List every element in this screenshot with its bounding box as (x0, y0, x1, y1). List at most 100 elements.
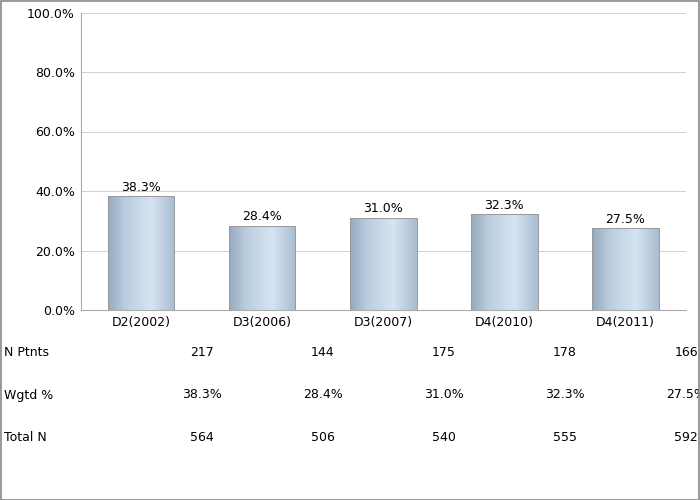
Bar (238, 226, 239, 310)
Bar (504, 214, 505, 310)
Bar (483, 214, 484, 310)
Text: 38.3%: 38.3% (182, 388, 221, 402)
Bar (478, 214, 479, 310)
Bar (486, 214, 487, 310)
Bar (625, 228, 626, 310)
Text: 28.4%: 28.4% (303, 388, 342, 402)
Bar (262, 226, 263, 310)
Bar (614, 228, 615, 310)
Bar (602, 228, 603, 310)
Bar (413, 218, 414, 310)
Bar (293, 226, 294, 310)
Bar (390, 218, 391, 310)
Bar (601, 228, 603, 310)
Bar (413, 218, 414, 310)
Bar (253, 226, 254, 310)
Bar (142, 196, 143, 310)
Bar (160, 196, 161, 310)
Bar (623, 228, 624, 310)
Bar (236, 226, 237, 310)
Bar (165, 196, 167, 310)
Bar (140, 196, 141, 310)
Bar (155, 196, 156, 310)
Bar (264, 226, 265, 310)
Bar (123, 196, 124, 310)
Bar (157, 196, 158, 310)
Bar (617, 228, 618, 310)
Bar (263, 226, 264, 310)
Text: 217: 217 (190, 346, 214, 359)
Bar (615, 228, 616, 310)
Bar (633, 228, 634, 310)
Bar (535, 214, 536, 310)
Bar (404, 218, 405, 310)
Bar (234, 226, 235, 310)
Bar (159, 196, 160, 310)
Bar (259, 226, 260, 310)
Bar (233, 226, 234, 310)
Bar (496, 214, 497, 310)
Bar (291, 226, 292, 310)
Bar (136, 196, 137, 310)
Bar (284, 226, 285, 310)
Bar (131, 196, 132, 310)
Bar (592, 228, 659, 310)
Bar (613, 228, 614, 310)
Bar (649, 228, 650, 310)
Bar (152, 196, 153, 310)
Bar (603, 228, 604, 310)
Bar (248, 226, 250, 310)
Bar (646, 228, 647, 310)
Bar (256, 226, 257, 310)
Bar (491, 214, 492, 310)
Bar (361, 218, 362, 310)
Bar (526, 214, 527, 310)
Bar (387, 218, 388, 310)
Bar (610, 228, 611, 310)
Bar (635, 228, 636, 310)
Bar (279, 226, 280, 310)
Bar (351, 218, 352, 310)
Bar (533, 214, 534, 310)
Bar (162, 196, 163, 310)
Bar (392, 218, 393, 310)
Bar (356, 218, 358, 310)
Bar (162, 196, 164, 310)
Bar (400, 218, 401, 310)
Bar (270, 226, 271, 310)
Bar (117, 196, 118, 310)
Bar (373, 218, 374, 310)
Bar (534, 214, 535, 310)
Bar (484, 214, 485, 310)
Bar (141, 196, 142, 310)
Bar (138, 196, 139, 310)
Bar (509, 214, 510, 310)
Bar (115, 196, 116, 310)
Bar (167, 196, 168, 310)
Bar (598, 228, 600, 310)
Bar (397, 218, 398, 310)
Bar (367, 218, 368, 310)
Text: 31.0%: 31.0% (363, 202, 403, 215)
Bar (399, 218, 400, 310)
Bar (492, 214, 493, 310)
Bar (531, 214, 532, 310)
Bar (238, 226, 239, 310)
Bar (481, 214, 482, 310)
Bar (229, 226, 230, 310)
Bar (370, 218, 371, 310)
Text: 27.5%: 27.5% (666, 388, 700, 402)
Bar (383, 218, 384, 310)
Bar (146, 196, 148, 310)
Bar (601, 228, 602, 310)
Bar (266, 226, 267, 310)
Bar (489, 214, 490, 310)
Bar (658, 228, 659, 310)
Bar (232, 226, 234, 310)
Bar (604, 228, 605, 310)
Bar (265, 226, 266, 310)
Bar (289, 226, 290, 310)
Bar (598, 228, 599, 310)
Bar (648, 228, 649, 310)
Bar (168, 196, 169, 310)
